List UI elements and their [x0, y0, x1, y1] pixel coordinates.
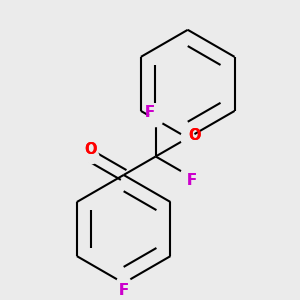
Circle shape [181, 131, 195, 145]
Text: F: F [118, 283, 129, 298]
Text: O: O [84, 142, 96, 157]
Text: O: O [84, 142, 96, 157]
Circle shape [116, 276, 131, 290]
Circle shape [181, 168, 195, 182]
Text: F: F [145, 105, 155, 120]
Text: F: F [145, 105, 155, 120]
Text: O: O [189, 128, 201, 142]
Circle shape [85, 149, 99, 164]
Text: F: F [187, 173, 197, 188]
Text: F: F [187, 173, 197, 188]
Text: F: F [118, 283, 129, 298]
Text: O: O [189, 128, 201, 142]
Circle shape [148, 112, 163, 127]
